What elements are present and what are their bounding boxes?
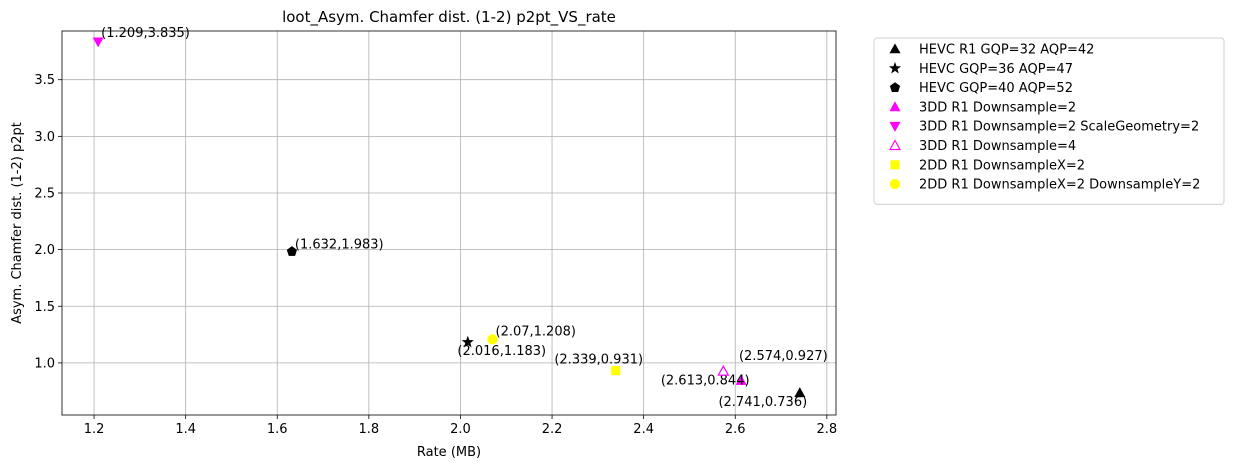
data-point-octagon (487, 334, 498, 345)
data-label: (2.613,0.844) (661, 374, 750, 389)
y-tick-label: 3.0 (34, 130, 55, 145)
legend-label: 3DD R1 Downsample=2 (919, 100, 1076, 115)
data-label: (2.741,0.736) (718, 395, 807, 410)
y-tick-label: 3.5 (34, 73, 55, 88)
legend-label: 3DD R1 Downsample=4 (919, 139, 1076, 154)
legend-marker-triangle-up (888, 139, 902, 151)
y-axis-label: Asym. Chamfer dist. (1-2) p2pt (10, 122, 25, 324)
legend-label: 3DD R1 Downsample=2 ScaleGeometry=2 (919, 120, 1199, 135)
data-label: (2.574,0.927) (739, 349, 828, 364)
x-tick-label: 2.6 (725, 422, 746, 437)
x-tick-label: 2.4 (633, 422, 654, 437)
plot-frame (61, 30, 837, 416)
legend-label: HEVC GQP=36 AQP=47 (919, 62, 1073, 77)
legend-marker-triangle-up (889, 101, 901, 112)
y-tick-label: 2.0 (34, 243, 55, 258)
legend-marker-triangle-up (889, 43, 901, 54)
y-tick-label: 1.5 (34, 300, 55, 315)
data-label: (2.07,1.208) (496, 324, 576, 339)
x-tick-label: 1.8 (359, 422, 380, 437)
legend-box (873, 37, 1225, 205)
data-point-triangle-down (92, 37, 104, 48)
x-tick-label: 2.0 (450, 422, 471, 437)
data-label: (1.209,3.835) (101, 26, 190, 41)
x-tick-label: 2.8 (816, 422, 837, 437)
legend-marker-square (890, 160, 900, 170)
data-label: (2.016,1.183) (457, 344, 546, 359)
x-tick-label: 1.6 (267, 422, 288, 437)
data-point-triangle-up (794, 387, 806, 398)
data-point-star (461, 335, 474, 348)
data-point-pentagon (286, 246, 298, 256)
legend-label: HEVC GQP=40 AQP=52 (919, 81, 1073, 96)
legend-label: HEVC R1 GQP=32 AQP=42 (919, 43, 1094, 58)
legend-label: 2DD R1 DownsampleX=2 (919, 158, 1085, 173)
data-point-triangle-up (717, 364, 730, 376)
legend-marker-pentagon (889, 82, 901, 92)
data-label: (2.339,0.931) (554, 353, 643, 368)
data-label: (1.632,1.983) (295, 238, 384, 253)
x-tick-label: 1.4 (175, 422, 196, 437)
data-point-square (611, 366, 621, 376)
data-point-triangle-up (735, 374, 747, 385)
legend-marker-star (888, 61, 902, 74)
y-tick-label: 1.0 (34, 356, 55, 371)
x-axis-label: Rate (MB) (417, 445, 481, 460)
x-tick-label: 1.2 (84, 422, 105, 437)
y-tick-label: 2.5 (34, 186, 55, 201)
legend-marker-triangle-down (889, 121, 901, 132)
x-tick-label: 2.2 (542, 422, 563, 437)
legend-label: 2DD R1 DownsampleX=2 DownsampleY=2 (919, 178, 1200, 193)
chart-title: loot_Asym. Chamfer dist. (1-2) p2pt_VS_r… (282, 8, 616, 27)
legend-marker-octagon (890, 179, 900, 190)
